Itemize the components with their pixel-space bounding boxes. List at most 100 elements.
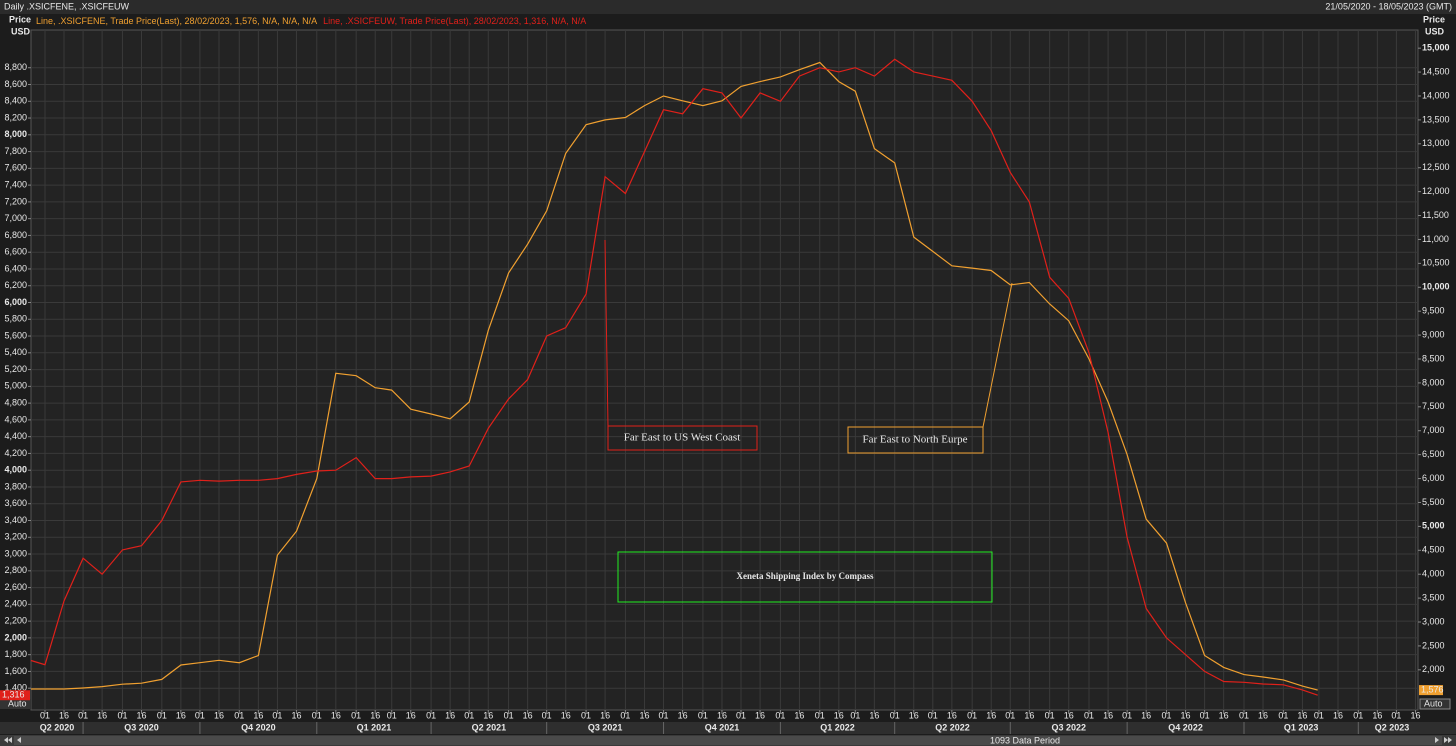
x-tick-label: 16 (1372, 710, 1382, 720)
y2-tick-label: 5,000 (1422, 521, 1445, 531)
x-tick-label: 16 (678, 710, 688, 720)
legend-entry: Line, .XSICFEUW, Trade Price(Last), 28/0… (323, 16, 586, 26)
x-tick-label: 16 (1064, 710, 1074, 720)
y-tick-label: 3,800 (4, 481, 27, 491)
x-tick-label: 01 (967, 710, 977, 720)
annotation: Far East to US West Coast (624, 432, 741, 444)
y-tick-label: 5,800 (4, 314, 27, 324)
x-tick-label: 01 (581, 710, 591, 720)
data-period: 1093 Data Period (990, 735, 1060, 745)
x-tick-label: 16 (370, 710, 380, 720)
x-tick-label: 16 (523, 710, 533, 720)
y-axis-unit: USD (11, 26, 31, 36)
y2-tick-label: 8,000 (1422, 377, 1445, 387)
y-tick-label: 2,400 (4, 599, 27, 609)
x-tick-label: 16 (1258, 710, 1268, 720)
quarter-label: Q4 2022 (1168, 722, 1203, 732)
x-tick-label: 01 (504, 710, 514, 720)
y2-tick-label: 2,500 (1422, 640, 1445, 650)
y-tick-label: 2,000 (4, 632, 27, 642)
x-tick-label: 01 (1353, 710, 1363, 720)
quarter-label: Q1 2021 (357, 722, 392, 732)
y-tick-label: 1,800 (4, 649, 27, 659)
x-tick-label: 01 (1278, 710, 1288, 720)
x-tick-label: 16 (909, 710, 919, 720)
quarter-label: Q4 2020 (241, 722, 276, 732)
quarter-label: Q3 2020 (124, 722, 159, 732)
x-tick-label: 16 (1024, 710, 1034, 720)
y2-tick-label: 13,000 (1422, 138, 1450, 148)
annotation-leader (982, 282, 1013, 428)
x-tick-label: 16 (869, 710, 879, 720)
y-tick-label: 7,000 (4, 213, 27, 223)
x-tick-label: 01 (1200, 710, 1210, 720)
y-tick-label: 7,400 (4, 179, 27, 189)
y-tick-label: 6,200 (4, 280, 27, 290)
x-tick-label: 16 (717, 710, 727, 720)
x-tick-label: 01 (850, 710, 860, 720)
last-value-label: 1,576 (1421, 684, 1444, 694)
x-tick-label: 01 (1084, 710, 1094, 720)
y-tick-label: 6,400 (4, 263, 27, 273)
header-left: Daily .XSICFENE, .XSICFEUW (4, 1, 130, 11)
quarter-label: Q1 2022 (820, 722, 855, 732)
y-tick-label: 5,000 (4, 381, 27, 391)
y2-tick-label: 10,000 (1422, 282, 1450, 292)
x-tick-label: 01 (890, 710, 900, 720)
x-tick-label: 01 (815, 710, 825, 720)
y-tick-label: 7,800 (4, 146, 27, 156)
y2-tick-label: 3,000 (1422, 616, 1445, 626)
annotation-box (847, 426, 984, 454)
x-tick-label: 16 (561, 710, 571, 720)
auto-label: Auto (8, 698, 27, 708)
x-tick-label: 01 (1391, 710, 1401, 720)
x-tick-label: 01 (620, 710, 630, 720)
x-tick-label: 16 (331, 710, 341, 720)
y-tick-label: 6,600 (4, 247, 27, 257)
x-tick-label: 01 (78, 710, 88, 720)
x-tick-label: 01 (387, 710, 397, 720)
y-axis-label: Price (9, 14, 31, 24)
y-tick-label: 4,400 (4, 431, 27, 441)
y2-axis-label: Price (1423, 14, 1445, 24)
x-tick-label: 16 (1141, 710, 1151, 720)
y-tick-label: 3,400 (4, 515, 27, 525)
annotation: Far East to North Eurpe (862, 434, 967, 446)
x-tick-label: 01 (117, 710, 127, 720)
scroll-thumb[interactable] (14, 736, 1442, 745)
x-tick-label: 16 (253, 710, 263, 720)
y-tick-label: 2,200 (4, 615, 27, 625)
x-tick-label: 16 (794, 710, 804, 720)
y2-tick-label: 7,000 (1422, 425, 1445, 435)
y-tick-label: 3,600 (4, 498, 27, 508)
x-tick-label: 01 (234, 710, 244, 720)
x-tick-label: 16 (639, 710, 649, 720)
x-tick-label: 01 (1314, 710, 1324, 720)
y-tick-label: 7,200 (4, 196, 27, 206)
auto-label: Auto (1424, 698, 1443, 708)
y2-tick-label: 10,500 (1422, 258, 1450, 268)
y2-tick-label: 9,000 (1422, 329, 1445, 339)
x-tick-label: 16 (1297, 710, 1307, 720)
y2-tick-label: 3,500 (1422, 592, 1445, 602)
y-tick-label: 1,600 (4, 666, 27, 676)
quarter-label: Q1 2023 (1284, 722, 1319, 732)
y-tick-label: 7,600 (4, 163, 27, 173)
header-bar (0, 0, 1456, 14)
quarter-label: Q2 2021 (472, 722, 507, 732)
y2-tick-label: 4,000 (1422, 569, 1445, 579)
x-tick-label: 16 (483, 710, 493, 720)
annotation-leader (604, 239, 609, 427)
chart-title: Xeneta Shipping Index by Compass (736, 571, 874, 581)
y-tick-label: 3,000 (4, 548, 27, 558)
x-tick-label: 01 (736, 710, 746, 720)
annotation-box (607, 425, 758, 451)
y-tick-label: 4,600 (4, 414, 27, 424)
y2-tick-label: 7,500 (1422, 401, 1445, 411)
x-tick-label: 01 (351, 710, 361, 720)
y-tick-label: 8,400 (4, 96, 27, 106)
x-tick-label: 16 (755, 710, 765, 720)
last-value-label: 1,316 (2, 690, 25, 700)
x-tick-label: 01 (698, 710, 708, 720)
